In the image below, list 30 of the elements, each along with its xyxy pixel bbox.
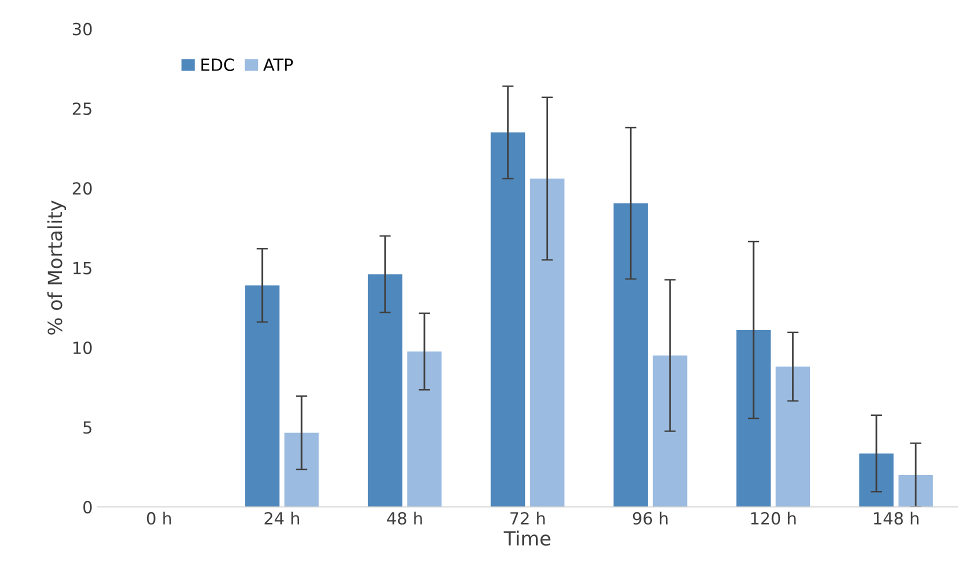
bar	[859, 453, 894, 507]
bar	[614, 203, 648, 507]
bar	[407, 352, 442, 507]
bar	[530, 178, 564, 507]
y-tick-label: 30	[72, 22, 92, 36]
bar	[776, 366, 810, 507]
legend-label: EDC	[201, 58, 234, 72]
x-axis-title: Time	[504, 530, 550, 546]
x-tick-label: 120 h	[751, 512, 796, 525]
bar	[245, 285, 280, 507]
x-tick-label: 148 h	[874, 512, 918, 525]
bar	[652, 355, 688, 507]
y-tick-label: 10	[73, 341, 92, 354]
x-tick-label: 96 h	[632, 512, 668, 525]
x-tick-label: 48 h	[387, 512, 422, 525]
bar	[368, 274, 402, 507]
y-axis-title: % of Mortality	[47, 200, 66, 335]
bar	[490, 132, 526, 507]
y-tick-label: 0	[83, 500, 92, 514]
x-tick-label: 24 h	[264, 512, 300, 524]
y-tick-label: 20	[72, 182, 92, 195]
x-tick-label: 0 h	[146, 512, 171, 525]
bar	[284, 432, 319, 507]
y-tick-label: 15	[73, 262, 92, 274]
y-tick-label: 5	[84, 421, 92, 434]
bar	[898, 475, 933, 507]
x-tick-label: 72 h	[510, 512, 545, 524]
bar	[736, 330, 771, 507]
y-tick-label: 25	[72, 102, 92, 116]
legend-label: ATP	[263, 58, 293, 71]
